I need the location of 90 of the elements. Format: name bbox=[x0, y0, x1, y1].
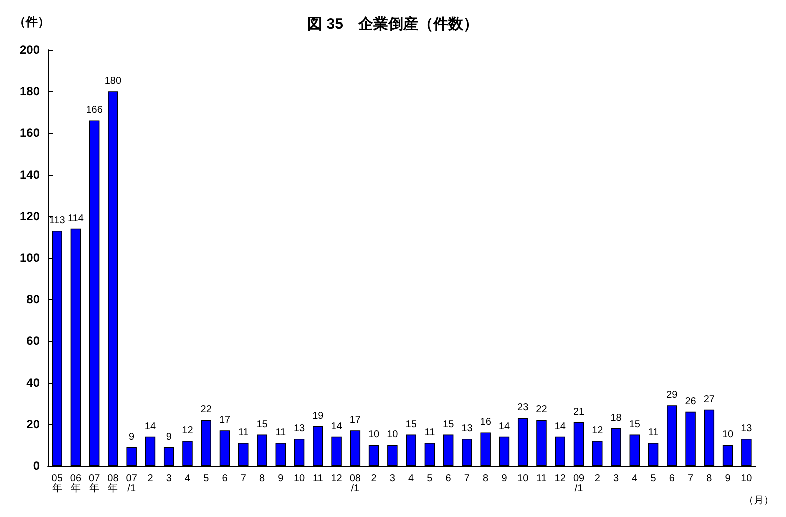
x-axis-title: （月） bbox=[744, 496, 774, 506]
y-tick-label: 20 bbox=[26, 417, 40, 432]
data-label: 14 bbox=[554, 421, 566, 432]
x-tick-label: 4 bbox=[632, 474, 638, 484]
x-tick-label: 2 bbox=[371, 474, 378, 484]
data-label: 18 bbox=[610, 413, 622, 424]
data-label: 13 bbox=[741, 423, 753, 434]
data-label: 11 bbox=[238, 428, 250, 439]
y-tick-label: 140 bbox=[20, 168, 40, 182]
x-tick-label: 9 bbox=[278, 474, 284, 484]
data-label: 12 bbox=[592, 426, 604, 437]
x-tick-label: 10 bbox=[294, 474, 306, 484]
data-label: 17 bbox=[350, 415, 362, 426]
chart-title: 図 35 企業倒産（件数） bbox=[308, 15, 478, 33]
data-label: 13 bbox=[294, 423, 306, 434]
y-tick-label: 0 bbox=[33, 459, 40, 473]
data-label: 180 bbox=[104, 76, 122, 88]
x-tick-label: 8 bbox=[259, 474, 266, 484]
y-tick-label: 200 bbox=[20, 43, 40, 57]
x-tick-label: 7 bbox=[464, 474, 470, 484]
x-tick-label: 3 bbox=[390, 474, 396, 484]
data-label: 14 bbox=[498, 421, 510, 432]
data-label: 15 bbox=[256, 419, 268, 430]
data-label: 29 bbox=[666, 390, 678, 402]
data-label: 14 bbox=[331, 421, 343, 432]
x-tick-label: 5 bbox=[427, 474, 434, 484]
data-label: 17 bbox=[219, 415, 231, 426]
data-label: 23 bbox=[518, 402, 530, 414]
y-axis-title: （件） bbox=[14, 15, 50, 29]
y-tick-label: 120 bbox=[20, 209, 40, 224]
data-label: 114 bbox=[68, 213, 84, 224]
x-tick-label: 4 bbox=[184, 474, 191, 484]
data-label: 10 bbox=[387, 430, 399, 441]
data-label: 14 bbox=[144, 421, 156, 432]
x-tick-label: 3 bbox=[613, 474, 620, 484]
x-tick-label: 12 bbox=[554, 474, 566, 484]
data-label: 26 bbox=[685, 396, 697, 408]
x-tick-label: 10 bbox=[741, 474, 753, 484]
x-tick-label: 08/1 bbox=[350, 474, 362, 494]
y-tick-label: 80 bbox=[26, 292, 40, 307]
x-tick-label: 7 bbox=[688, 474, 694, 484]
data-label: 10 bbox=[368, 430, 380, 441]
x-tick-label: 9 bbox=[725, 474, 732, 484]
data-label: 19 bbox=[312, 410, 324, 422]
x-tick-label: 5 bbox=[650, 474, 657, 484]
x-tick-label: 07年 bbox=[89, 474, 101, 494]
data-label: 13 bbox=[462, 423, 474, 434]
data-label: 11 bbox=[276, 428, 287, 439]
y-tick-label: 40 bbox=[26, 376, 40, 390]
data-label: 21 bbox=[573, 406, 585, 418]
data-label: 22 bbox=[536, 404, 548, 416]
data-label: 9 bbox=[129, 432, 136, 443]
x-tick-label: 06年 bbox=[70, 474, 82, 494]
data-label: 16 bbox=[480, 417, 492, 428]
x-tick-label: 3 bbox=[166, 474, 172, 484]
x-tick-label: 2 bbox=[594, 474, 601, 484]
y-tick-label: 60 bbox=[26, 334, 40, 348]
x-tick-label: 6 bbox=[222, 474, 228, 484]
data-label: 12 bbox=[182, 426, 194, 437]
x-tick-label: 7 bbox=[240, 474, 247, 484]
y-tick-label: 100 bbox=[20, 251, 40, 265]
x-tick-label: 07/1 bbox=[126, 474, 138, 494]
y-tick-label: 160 bbox=[20, 126, 40, 140]
x-tick-label: 10 bbox=[518, 474, 530, 484]
data-label: 10 bbox=[722, 430, 734, 441]
data-label: 11 bbox=[648, 428, 660, 439]
x-tick-label: 05年 bbox=[52, 474, 64, 494]
y-tick-label: 180 bbox=[20, 84, 40, 99]
data-label: 166 bbox=[86, 105, 104, 116]
x-tick-label: 5 bbox=[204, 474, 210, 484]
x-tick-label: 6 bbox=[446, 474, 452, 484]
x-tick-label: 09/1 bbox=[573, 474, 585, 494]
data-label: 22 bbox=[200, 404, 212, 416]
data-label: 15 bbox=[629, 419, 641, 430]
data-label: 15 bbox=[406, 419, 418, 430]
data-label: 27 bbox=[704, 394, 716, 406]
data-label: 15 bbox=[443, 419, 455, 430]
x-tick-label: 08年 bbox=[108, 474, 120, 494]
x-tick-label: 6 bbox=[669, 474, 676, 484]
x-tick-label: 9 bbox=[502, 474, 508, 484]
x-tick-label: 2 bbox=[148, 474, 154, 484]
data-label: 11 bbox=[424, 428, 436, 439]
x-tick-label: 12 bbox=[331, 474, 343, 484]
x-tick-label: 8 bbox=[483, 474, 490, 484]
x-tick-label: 4 bbox=[408, 474, 415, 484]
x-tick-label: 8 bbox=[706, 474, 713, 484]
x-tick-label: 11 bbox=[536, 474, 548, 484]
x-tick-label: 11 bbox=[312, 474, 324, 484]
data-label: 113 bbox=[49, 215, 66, 226]
data-label: 9 bbox=[166, 432, 172, 443]
